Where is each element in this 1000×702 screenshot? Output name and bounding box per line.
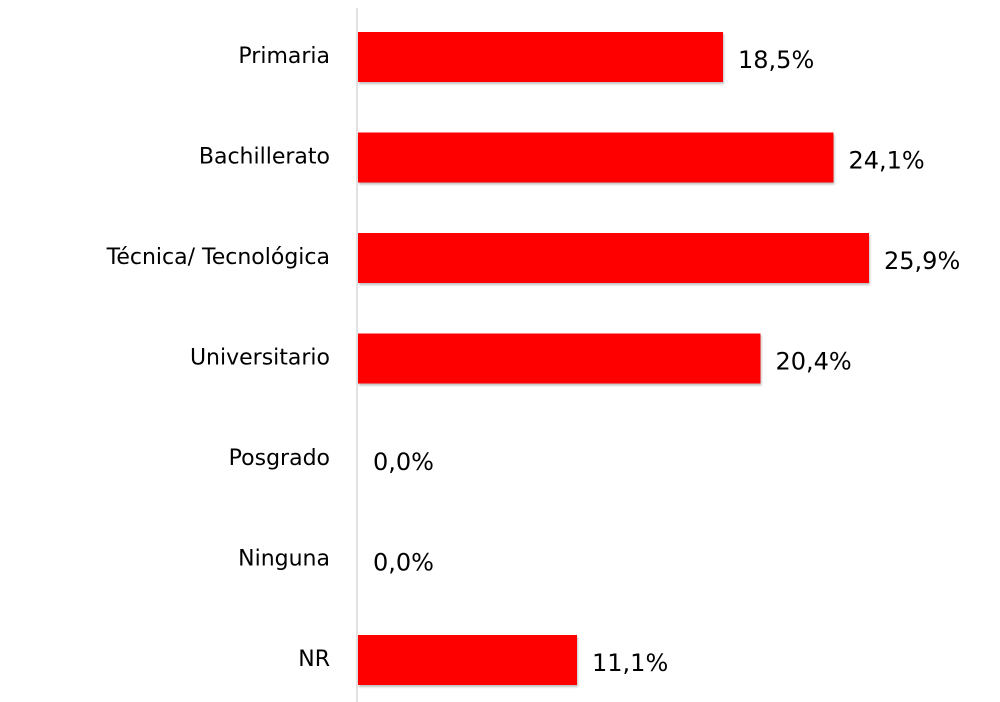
bar [358, 333, 761, 384]
bar [358, 233, 870, 283]
category-label: Ninguna [238, 547, 330, 572]
value-label: 0,0% [373, 448, 434, 476]
value-label: 18,5% [738, 46, 814, 74]
category-label: Universitario [190, 346, 330, 371]
category-label: Bachillerato [199, 145, 330, 170]
value-label: 11,1% [592, 649, 668, 677]
category-label: Primaria [238, 44, 330, 69]
bar [358, 635, 578, 685]
category-label: NR [298, 647, 330, 672]
value-label: 0,0% [373, 549, 434, 577]
value-label: 25,9% [884, 247, 960, 275]
value-label: 20,4% [775, 348, 851, 376]
bar [358, 32, 724, 82]
bar [358, 132, 834, 183]
category-label: Posgrado [229, 446, 330, 471]
category-label: Técnica/ Tecnológica [106, 245, 330, 270]
value-label: 24,1% [848, 147, 924, 175]
